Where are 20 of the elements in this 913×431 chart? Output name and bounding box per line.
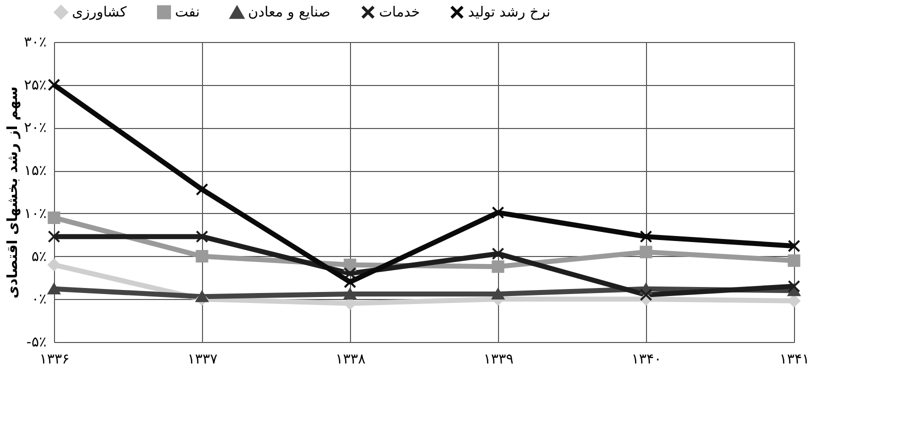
y-tick-label: ۳۰٪	[24, 34, 46, 50]
y-tick-label: -۵٪	[26, 334, 46, 350]
y-tick-label: ۲۵٪	[24, 77, 46, 94]
x-tick-label: ۱۳۳۹	[483, 352, 514, 368]
y-tick-label: ۱۰٪	[24, 206, 46, 222]
y-tick-label: ۱۵٪	[24, 163, 46, 180]
y-tick-label: ۲۰٪	[24, 120, 46, 136]
x-tick-label: ۱۳۳۷	[187, 352, 218, 368]
x-tick-label: ۱۳۳۶	[39, 352, 70, 368]
y-tick-label: ۵٪	[31, 248, 46, 265]
y-axis-title: سهم از رشد بخشهای اقتصادی	[4, 86, 21, 298]
legend-label: نرخ رشد تولید	[468, 4, 550, 20]
legend-label: خدمات	[379, 4, 420, 20]
x-tick-label: ۱۳۴۱	[779, 352, 810, 368]
x-tick-label: ۱۳۳۸	[335, 352, 366, 368]
legend-label: صنایع و معادن	[248, 4, 330, 21]
legend-label: کشاورزی	[72, 4, 127, 20]
x-tick-label: ۱۳۴۰	[631, 352, 662, 368]
legend-label: نفت	[175, 4, 200, 20]
y-tick-label: ۰٪	[31, 292, 46, 308]
